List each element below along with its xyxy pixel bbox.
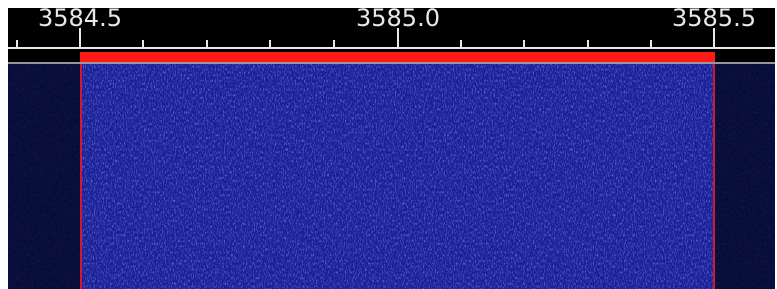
waterfall-display: 3584.5 3585.0 3585.5 xyxy=(0,0,777,289)
waterfall-noise-left xyxy=(8,64,81,289)
scale-label: 3585.5 xyxy=(672,4,756,32)
scale-label: 3584.5 xyxy=(38,4,122,32)
passband-marker[interactable] xyxy=(80,52,715,62)
scale-label: 3585.0 xyxy=(356,4,440,32)
waterfall-noise xyxy=(81,64,715,289)
waterfall-noise-right xyxy=(715,64,775,289)
